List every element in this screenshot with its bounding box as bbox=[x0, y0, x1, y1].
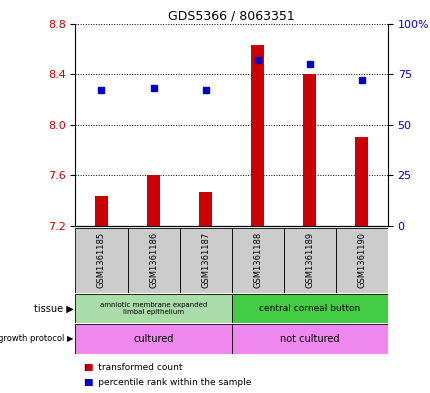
Text: cultured: cultured bbox=[133, 334, 173, 344]
Bar bbox=[75, 294, 231, 323]
Bar bbox=[231, 324, 387, 354]
Bar bbox=[95, 196, 108, 226]
Bar bbox=[199, 192, 212, 226]
Bar bbox=[75, 324, 231, 354]
Bar bbox=[251, 45, 264, 226]
Text: ■: ■ bbox=[84, 363, 92, 371]
Bar bbox=[283, 228, 335, 293]
Text: not cultured: not cultured bbox=[280, 334, 339, 344]
Bar bbox=[75, 228, 127, 293]
Text: ■: ■ bbox=[84, 378, 92, 387]
Bar bbox=[127, 228, 179, 293]
Bar bbox=[354, 138, 368, 226]
Text: ■  transformed count: ■ transformed count bbox=[84, 363, 182, 371]
Text: GSM1361190: GSM1361190 bbox=[356, 232, 366, 288]
Bar bbox=[147, 175, 160, 226]
Bar bbox=[303, 74, 316, 226]
Bar bbox=[231, 294, 387, 323]
Text: ■  percentile rank within the sample: ■ percentile rank within the sample bbox=[84, 378, 251, 387]
Text: GSM1361189: GSM1361189 bbox=[304, 232, 313, 288]
Bar bbox=[335, 228, 387, 293]
Bar bbox=[231, 228, 283, 293]
Text: central corneal button: central corneal button bbox=[258, 304, 359, 313]
Text: tissue ▶: tissue ▶ bbox=[34, 303, 73, 313]
Text: GSM1361185: GSM1361185 bbox=[97, 232, 106, 288]
Bar bbox=[179, 228, 231, 293]
Text: GSM1361186: GSM1361186 bbox=[149, 232, 158, 288]
Text: GSM1361188: GSM1361188 bbox=[252, 232, 261, 288]
Text: amniotic membrane expanded
limbal epithelium: amniotic membrane expanded limbal epithe… bbox=[100, 301, 207, 315]
Text: growth protocol ▶: growth protocol ▶ bbox=[0, 334, 73, 343]
Title: GDS5366 / 8063351: GDS5366 / 8063351 bbox=[168, 9, 295, 22]
Text: GSM1361187: GSM1361187 bbox=[201, 232, 210, 288]
